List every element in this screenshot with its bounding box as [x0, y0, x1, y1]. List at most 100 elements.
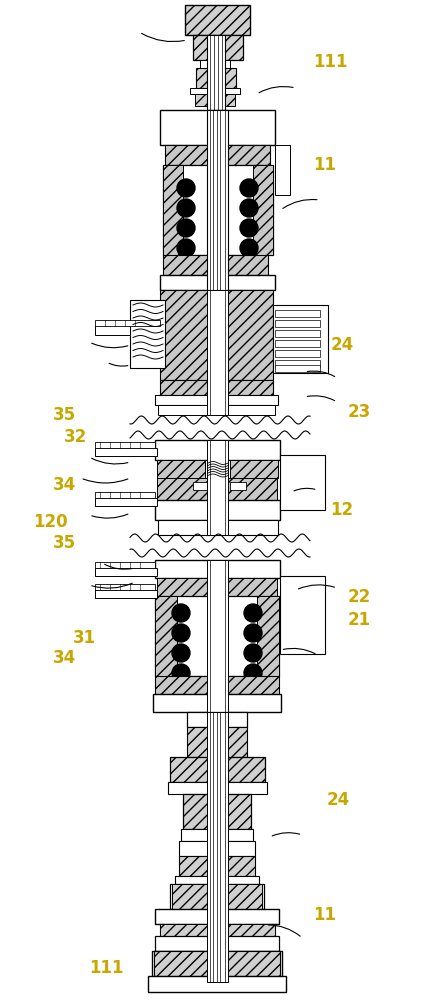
Bar — [148, 976, 285, 992]
Circle shape — [177, 199, 194, 217]
Circle shape — [240, 179, 257, 197]
Bar — [279, 455, 324, 510]
Circle shape — [243, 644, 261, 662]
Bar — [217, 460, 277, 478]
Bar — [95, 568, 157, 576]
Bar — [170, 884, 263, 909]
Bar — [187, 727, 247, 757]
Bar — [157, 578, 211, 596]
Bar — [196, 68, 236, 88]
Bar — [274, 365, 319, 372]
Bar — [168, 782, 266, 794]
Text: 120: 120 — [33, 513, 67, 531]
Bar — [207, 560, 227, 712]
Bar — [187, 712, 247, 727]
Bar — [178, 856, 254, 876]
Circle shape — [177, 239, 194, 257]
Bar — [157, 478, 276, 500]
Bar — [224, 165, 273, 255]
Text: 111: 111 — [89, 959, 124, 977]
Bar — [279, 576, 324, 654]
Bar — [151, 951, 281, 981]
Circle shape — [177, 219, 194, 237]
Bar — [160, 924, 274, 942]
Text: 21: 21 — [347, 611, 370, 629]
Bar — [174, 876, 258, 884]
Bar — [207, 290, 224, 380]
Bar — [171, 884, 261, 909]
Bar — [158, 520, 277, 535]
Bar — [207, 712, 227, 982]
Text: 24: 24 — [330, 336, 353, 354]
Bar — [207, 110, 227, 290]
Bar — [160, 380, 273, 395]
Bar — [274, 330, 319, 337]
Circle shape — [243, 664, 261, 682]
Text: 34: 34 — [53, 476, 76, 494]
Text: 22: 22 — [347, 588, 370, 606]
Bar — [154, 951, 279, 976]
Circle shape — [171, 644, 190, 662]
Bar — [155, 936, 278, 951]
Bar — [274, 145, 289, 195]
Bar — [178, 841, 254, 856]
Bar — [190, 88, 240, 94]
Text: 35: 35 — [53, 406, 76, 424]
Bar — [183, 794, 250, 829]
Bar — [95, 320, 160, 326]
Circle shape — [177, 179, 194, 197]
Bar — [274, 310, 319, 317]
Bar — [157, 460, 217, 478]
Bar — [130, 300, 164, 368]
Text: 32: 32 — [64, 428, 87, 446]
Text: 23: 23 — [347, 403, 370, 421]
Bar — [207, 35, 224, 110]
Text: 34: 34 — [53, 649, 76, 667]
Bar — [170, 757, 264, 782]
Circle shape — [243, 624, 261, 642]
Bar — [207, 440, 227, 535]
Bar — [155, 440, 279, 460]
Bar — [164, 145, 270, 165]
Bar — [163, 165, 183, 255]
Circle shape — [240, 199, 257, 217]
Bar — [95, 562, 155, 568]
Bar — [155, 909, 278, 924]
Bar — [155, 676, 278, 694]
Bar — [224, 290, 273, 380]
Bar — [184, 5, 250, 35]
Text: 31: 31 — [72, 629, 95, 647]
Bar — [158, 405, 274, 415]
Bar — [95, 498, 157, 506]
Bar — [207, 596, 227, 676]
Bar — [160, 290, 207, 380]
Text: 111: 111 — [312, 53, 347, 71]
Text: 11: 11 — [312, 156, 335, 174]
Bar — [155, 596, 177, 676]
Bar — [194, 94, 234, 106]
Circle shape — [171, 624, 190, 642]
Bar — [95, 325, 130, 335]
Bar — [155, 560, 279, 578]
Text: 11: 11 — [312, 906, 335, 924]
Circle shape — [171, 604, 190, 622]
Bar — [160, 110, 274, 145]
Bar — [193, 35, 243, 60]
Bar — [253, 165, 273, 255]
Bar — [193, 482, 208, 490]
Bar — [95, 492, 155, 498]
Bar — [155, 596, 210, 676]
Bar — [256, 596, 278, 676]
Circle shape — [243, 604, 261, 622]
Text: 12: 12 — [330, 501, 353, 519]
Bar — [224, 596, 278, 676]
Bar — [95, 584, 155, 590]
Bar — [274, 320, 319, 327]
Bar — [160, 275, 274, 290]
Circle shape — [240, 239, 257, 257]
Bar — [95, 590, 157, 598]
Bar — [181, 829, 253, 841]
Bar — [95, 448, 157, 456]
Bar — [155, 395, 277, 405]
Bar — [163, 165, 210, 255]
